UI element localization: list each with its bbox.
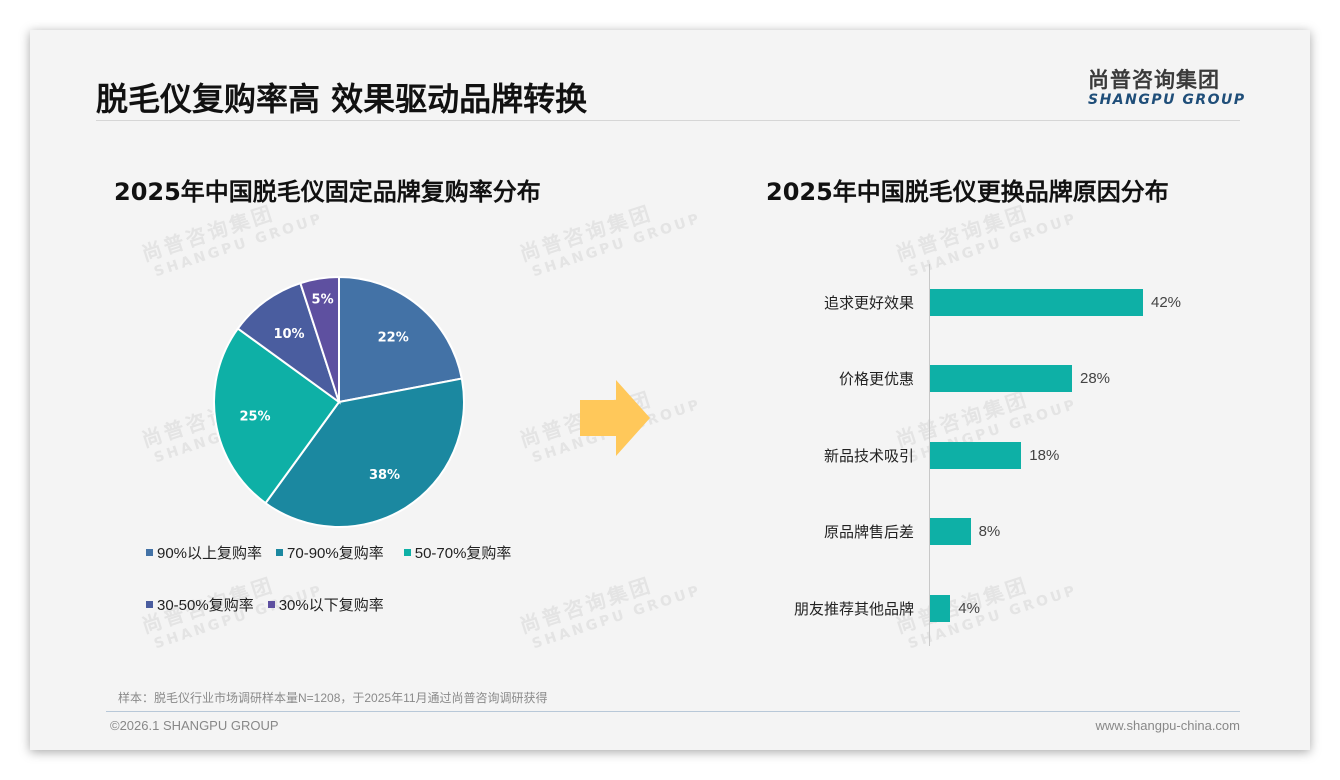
- legend-swatch: [267, 600, 275, 608]
- logo-en: SHANGPU GROUP: [1088, 92, 1246, 108]
- legend-swatch: [403, 548, 411, 556]
- legend-item: 90%以上复购率: [146, 542, 262, 562]
- bar-value-label: 42%: [1151, 293, 1182, 311]
- legend-swatch: [276, 548, 284, 556]
- slide: 尚普咨询集团 SHANGPU GROUP 尚普咨询集团 SHANGPU GROUP …: [30, 30, 1310, 750]
- bar-chart: 追求更好效果 42% 价格更优惠 28% 新品技术吸引 18% 原品牌售后差 8% 朋友推荐其他…: [770, 264, 1250, 646]
- bar-row: 价格更优惠 28%: [770, 365, 1110, 393]
- bar-row: 朋友推荐其他品牌 4%: [770, 594, 980, 622]
- bar-value-label: 28%: [1080, 370, 1111, 387]
- arrow-right-icon: [580, 380, 650, 456]
- legend-item: 50-70%复购率: [403, 542, 511, 562]
- pie-data-label: 38%: [369, 468, 400, 483]
- bar: [930, 441, 1022, 469]
- website-link[interactable]: www.shangpu-china.com: [1095, 718, 1240, 733]
- bar-row: 追求更好效果 42%: [770, 288, 1181, 316]
- page-title: 脱毛仪复购率高 效果驱动品牌转换: [96, 80, 588, 118]
- bar-row: 原品牌售后差 8%: [770, 518, 1000, 546]
- legend-swatch: [146, 548, 153, 556]
- pie-slice: [338, 276, 463, 404]
- bar-category-label: 朋友推荐其他品牌: [793, 600, 914, 618]
- company-logo: 尚普咨询集团 SHANGPU GROUP: [1088, 64, 1246, 108]
- bar-category-label: 追求更好效果: [823, 294, 914, 312]
- pie-chart: 22% 38% 25% 10% 5%: [213, 276, 465, 528]
- pie-slice: [236, 281, 341, 405]
- bar-chart-title: 2025年中国脱毛仪更换品牌原因分布: [766, 178, 1169, 206]
- bar-row: 新品技术吸引 18%: [770, 441, 1059, 469]
- bar: [930, 288, 1143, 316]
- logo-cn: 尚普咨询集团: [1088, 68, 1220, 92]
- legend-row: 90%以上复购率 70-90%复购率 50-70%复购率: [146, 542, 566, 562]
- bar: [930, 518, 971, 545]
- bar-category-label: 新品技术吸引: [823, 447, 914, 465]
- pie-data-label: 25%: [239, 409, 270, 424]
- bar: [930, 365, 1072, 392]
- pie-slice: [299, 276, 340, 403]
- legend-item: 70-90%复购率: [276, 542, 384, 562]
- bar-value-label: 4%: [958, 599, 980, 617]
- bar-category-label: 价格更优惠: [838, 371, 914, 388]
- pie-data-label: 22%: [378, 331, 409, 346]
- title-divider: [96, 120, 1240, 121]
- pie-slice: [264, 377, 465, 528]
- bar-category-label: 原品牌售后差: [823, 524, 914, 541]
- legend-swatch: [146, 600, 153, 608]
- legend-item: 30-50%复购率: [146, 594, 254, 614]
- legend-row: 30-50%复购率 30%以下复购率: [146, 594, 566, 614]
- pie-chart-title: 2025年中国脱毛仪固定品牌复购率分布: [114, 178, 541, 206]
- pie-slice: [213, 327, 341, 505]
- pie-legend: 90%以上复购率 70-90%复购率 50-70%复购率 30-50%复购率 3…: [146, 542, 566, 646]
- footer-divider: [106, 711, 1240, 712]
- bar: [930, 594, 951, 622]
- sample-note: 样本：脱毛仪行业市场调研样本量N=1208，于2025年11月通过尚普咨询调研获…: [118, 691, 548, 705]
- bar-value-label: 18%: [1029, 446, 1060, 464]
- pie-data-label: 10%: [273, 327, 304, 342]
- bar-value-label: 8%: [978, 523, 1001, 540]
- y-axis-line: [929, 264, 930, 646]
- copyright: ©2026.1 SHANGPU GROUP: [110, 718, 279, 733]
- legend-item: 30%以下复购率: [267, 594, 384, 614]
- pie-data-label: 5%: [312, 292, 334, 307]
